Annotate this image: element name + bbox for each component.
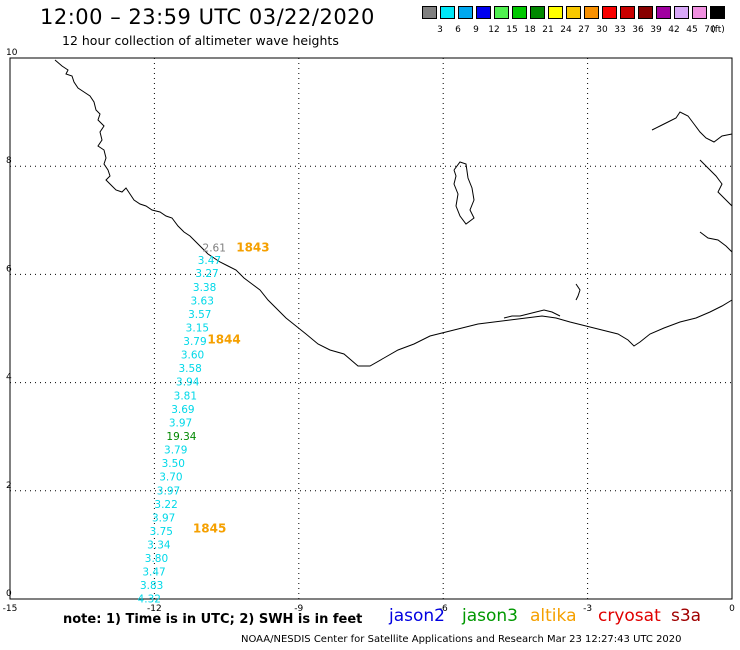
legend-tick-label: 24 xyxy=(560,25,572,35)
swh-reading: 3.70 xyxy=(159,472,182,484)
pass-time-labels: 1843 1844 1845 xyxy=(193,240,270,535)
satellite-label-jason2: jason2 xyxy=(389,606,445,626)
legend-tick-label: 12 xyxy=(488,25,500,35)
swh-reading: 2.61 xyxy=(203,242,226,254)
swh-reading: 3.83 xyxy=(140,580,163,592)
swh-reading: 3.47 xyxy=(198,255,221,267)
swh-reading: 3.94 xyxy=(176,377,200,389)
map-axes: -15 -12 -9 -6 -3 0 0 2 4 6 8 10 xyxy=(3,48,735,614)
legend-swatch xyxy=(692,6,707,19)
swh-reading: 3.75 xyxy=(150,526,173,538)
legend-tick-label: 9 xyxy=(473,25,479,35)
swh-reading: 3.22 xyxy=(154,499,177,511)
swh-reading: 3.97 xyxy=(169,418,192,430)
lon-tick-label: -15 xyxy=(3,604,18,614)
legend-tick-label: 18 xyxy=(524,25,536,35)
satellite-label-s3a: s3a xyxy=(671,606,702,626)
legend-swatch xyxy=(476,6,491,19)
swh-readings: 2.613.473.273.383.633.573.153.793.603.58… xyxy=(138,242,226,605)
coastline-northeast xyxy=(651,111,733,143)
swh-reading: 3.97 xyxy=(152,512,175,524)
satellite-label-jason3: jason3 xyxy=(462,606,518,626)
legend-tick-label: 42 xyxy=(668,25,680,35)
lon-tick-label: -6 xyxy=(439,604,448,614)
legend-tick-label: 3 xyxy=(437,25,443,35)
legend-tick-label: 33 xyxy=(614,25,626,35)
swh-reading: 3.58 xyxy=(178,363,201,375)
swh-reading: 4.32 xyxy=(138,593,161,605)
swh-reading: 3.80 xyxy=(145,553,168,565)
swh-reading: 3.34 xyxy=(147,539,171,551)
legend-tick-label: 45 xyxy=(686,25,698,35)
bioko-island xyxy=(453,161,475,225)
swh-reading: 19.34 xyxy=(166,431,196,443)
legend-unit: (ft) xyxy=(711,25,725,35)
lat-tick-label: 4 xyxy=(6,373,12,383)
lat-tick-label: 6 xyxy=(6,264,12,274)
legend-swatch xyxy=(674,6,689,19)
coastline-east-inland xyxy=(699,159,733,207)
coastline xyxy=(54,59,733,367)
swh-reading: 3.63 xyxy=(191,295,214,307)
legend-tick-label: 70 xyxy=(704,25,716,35)
map-frame xyxy=(9,57,733,600)
map-grid xyxy=(10,58,732,599)
credit-line: NOAA/NESDIS Center for Satellite Applica… xyxy=(241,634,682,645)
legend-swatch xyxy=(494,6,509,19)
lon-tick-label: -9 xyxy=(294,604,303,614)
swh-reading: 3.15 xyxy=(186,322,209,334)
pass-time-label: 1845 xyxy=(193,522,226,536)
lon-tick-label: 0 xyxy=(729,604,735,614)
chart-title: 12:00 – 23:59 UTC 03/22/2020 xyxy=(40,5,375,29)
legend-tick-label: 39 xyxy=(650,25,662,35)
satellite-label-cryosat: cryosat xyxy=(598,606,661,626)
swh-reading: 3.79 xyxy=(183,336,206,348)
legend-swatch xyxy=(530,6,545,19)
coastline-ghana-nigeria-east xyxy=(503,309,561,319)
swh-reading: 3.79 xyxy=(164,445,187,457)
swh-reading: 3.47 xyxy=(142,566,165,578)
lon-tick-label: -3 xyxy=(583,604,592,614)
pass-time-label: 1844 xyxy=(207,332,240,346)
legend-swatch xyxy=(656,6,671,19)
legend-swatch xyxy=(548,6,563,19)
legend-swatch xyxy=(458,6,473,19)
swh-reading: 3.38 xyxy=(193,282,216,294)
legend-tick-label: 30 xyxy=(596,25,608,35)
swh-reading: 3.60 xyxy=(181,349,204,361)
swh-reading: 3.57 xyxy=(188,309,211,321)
legend-swatch xyxy=(602,6,617,19)
lat-tick-label: 2 xyxy=(6,481,12,491)
satellite-label-altika: altika xyxy=(530,606,577,626)
swh-reading: 3.50 xyxy=(162,458,185,470)
coastline-east-lower xyxy=(699,231,733,253)
legend-swatch xyxy=(638,6,653,19)
legend-tick-label: 36 xyxy=(632,25,644,35)
swh-reading: 3.81 xyxy=(174,391,197,403)
lat-tick-label: 8 xyxy=(6,156,12,166)
swh-reading: 3.27 xyxy=(195,268,218,280)
lon-tick-label: -12 xyxy=(147,604,162,614)
legend-swatch xyxy=(440,6,455,19)
legend-swatch xyxy=(512,6,527,19)
legend-tick-label: 6 xyxy=(455,25,461,35)
legend-swatch xyxy=(566,6,581,19)
swh-reading: 3.97 xyxy=(157,485,180,497)
legend-tick-label: 27 xyxy=(578,25,590,35)
coastline-west-africa xyxy=(54,59,733,367)
chart-subtitle: 12 hour collection of altimeter wave hei… xyxy=(62,33,339,48)
lat-tick-label: 0 xyxy=(6,589,12,599)
legend-tick-label: 15 xyxy=(506,25,518,35)
swh-reading: 3.69 xyxy=(171,404,194,416)
footer-note: note: 1) Time is in UTC; 2) SWH is in fe… xyxy=(63,612,363,627)
legend-swatch xyxy=(620,6,635,19)
lat-tick-label: 10 xyxy=(6,48,18,58)
legend-swatch xyxy=(584,6,599,19)
legend-tick-label: 21 xyxy=(542,25,554,35)
pass-time-label: 1843 xyxy=(236,240,269,254)
river-mouth xyxy=(575,283,581,301)
legend-swatch xyxy=(710,6,725,19)
legend-swatch xyxy=(422,6,437,19)
